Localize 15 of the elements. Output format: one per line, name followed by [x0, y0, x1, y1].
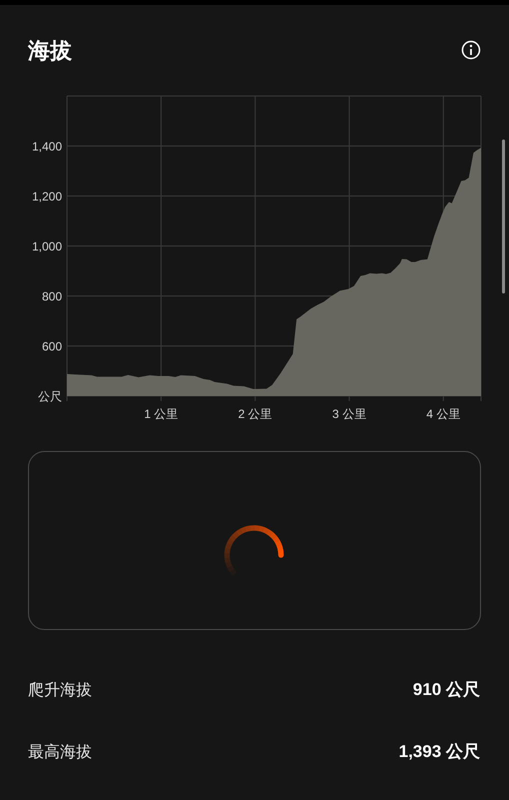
y-tick-label: 800	[42, 290, 62, 304]
stat-value: 1,393 公尺	[398, 742, 480, 761]
stat-value: 910 公尺	[412, 680, 480, 699]
x-tick-label: 1 公里	[144, 407, 178, 421]
stat-label: 最高海拔	[28, 744, 92, 761]
title: 海拔	[28, 38, 72, 63]
y-tick-label: 1,400	[32, 140, 62, 154]
stat-label: 爬升海拔	[28, 682, 92, 699]
y-tick-label: 1,000	[32, 240, 62, 254]
x-tick-label: 3 公里	[332, 407, 366, 421]
x-tick-label: 4 公里	[426, 407, 460, 421]
y-tick-label: 600	[42, 340, 62, 354]
x-tick-label: 2 公里	[238, 407, 272, 421]
y-tick-label: 1,200	[32, 190, 62, 204]
y-tick-label: 公尺	[38, 390, 62, 404]
